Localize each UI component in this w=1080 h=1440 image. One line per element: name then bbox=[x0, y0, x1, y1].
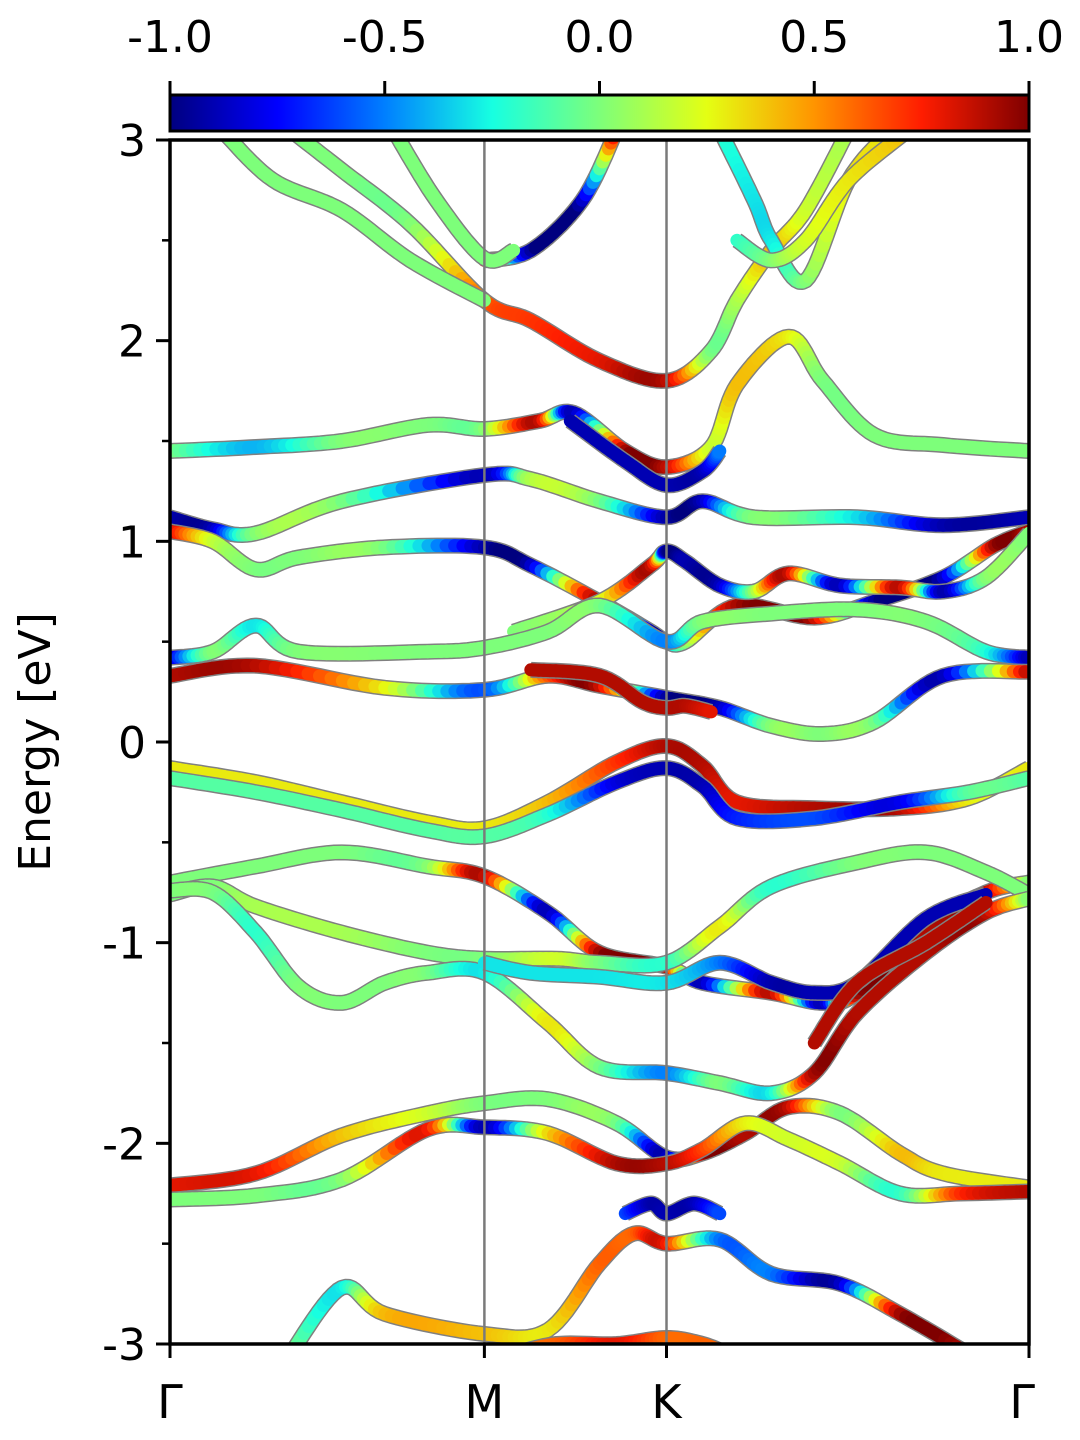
band-segment bbox=[710, 1341, 722, 1344]
band-20 bbox=[477, 886, 993, 1001]
band-segment bbox=[877, 140, 891, 145]
x-tick-label: M bbox=[465, 1375, 505, 1429]
band-segment bbox=[289, 1339, 303, 1344]
colorbar-tick-label: -1.0 bbox=[127, 12, 213, 63]
colorbar-ticks: -1.0 -0.5 0.0 0.5 1.0 bbox=[127, 12, 1064, 95]
band-segment bbox=[704, 1340, 719, 1344]
y-tick-label: 1 bbox=[118, 517, 146, 568]
band-segment bbox=[722, 1351, 724, 1352]
band-26 bbox=[618, 1195, 727, 1222]
band-segment bbox=[391, 140, 405, 145]
colorbar-gradient bbox=[168, 93, 1031, 133]
band-1 bbox=[170, 328, 1029, 476]
band-6 bbox=[390, 140, 521, 269]
colorbar-tick-label: 1.0 bbox=[994, 12, 1064, 63]
band-4 bbox=[290, 140, 853, 389]
band-segment bbox=[719, 1343, 721, 1344]
band-segment bbox=[290, 1351, 293, 1355]
y-tick-label: 3 bbox=[118, 116, 146, 167]
x-tick-label: Γ bbox=[157, 1375, 183, 1429]
x-tick-label: K bbox=[651, 1375, 683, 1429]
y-tick-label: 2 bbox=[118, 317, 146, 368]
y-axis-label: Energy [eV] bbox=[10, 612, 61, 872]
band-segment bbox=[976, 896, 993, 911]
band-segment bbox=[950, 1340, 965, 1344]
band-14 bbox=[524, 661, 718, 720]
band-16 bbox=[170, 760, 1029, 846]
band-segment bbox=[533, 1339, 550, 1344]
band-22 bbox=[170, 1090, 1029, 1196]
y-axis-ticks: -3 -2 -1 0 1 2 3 bbox=[102, 116, 170, 1371]
band-9 bbox=[170, 465, 1029, 543]
band-segment bbox=[222, 140, 232, 143]
band-segment bbox=[518, 1352, 521, 1353]
band-segment bbox=[292, 140, 305, 144]
y-tick-label: -3 bbox=[102, 1320, 146, 1371]
band-segment bbox=[717, 140, 730, 145]
band-segment bbox=[525, 1342, 536, 1344]
colorbar-tick-label: 0.5 bbox=[779, 12, 849, 63]
band-segment bbox=[726, 1353, 727, 1354]
band-25 bbox=[514, 1330, 728, 1355]
band-8 bbox=[730, 140, 910, 269]
band-segment bbox=[897, 140, 907, 142]
band-24 bbox=[287, 1225, 969, 1355]
bands bbox=[170, 140, 1029, 1355]
band-5 bbox=[220, 140, 491, 308]
band-segment bbox=[712, 1206, 727, 1221]
colorbar-tick-label: -0.5 bbox=[342, 12, 428, 63]
band-segment bbox=[530, 1340, 546, 1344]
y-tick-label: 0 bbox=[118, 718, 146, 769]
band-segment bbox=[976, 888, 993, 902]
band-21 bbox=[807, 895, 993, 1050]
band-segment bbox=[966, 1352, 969, 1354]
colorbar-tick-label: 0.0 bbox=[565, 12, 635, 63]
band-segment bbox=[883, 140, 891, 142]
band-segment bbox=[505, 243, 521, 258]
band-segment bbox=[714, 1342, 722, 1344]
band-12 bbox=[170, 597, 1029, 666]
band-segment bbox=[516, 1353, 519, 1354]
colorbar bbox=[168, 93, 1031, 133]
band-segment bbox=[527, 1341, 541, 1344]
band-segment bbox=[525, 1343, 530, 1344]
x-tick-label: Γ bbox=[1009, 1375, 1035, 1429]
high-symmetry-lines bbox=[483, 140, 668, 1344]
y-tick-label: -1 bbox=[102, 919, 146, 970]
band-segment bbox=[891, 140, 907, 146]
band-segment bbox=[958, 1343, 965, 1344]
band-segment bbox=[514, 1354, 516, 1355]
band-segment bbox=[712, 444, 727, 459]
band-segment bbox=[607, 140, 620, 145]
band-segment bbox=[724, 1352, 726, 1353]
band-3 bbox=[477, 140, 621, 269]
band-segment bbox=[727, 1354, 728, 1355]
band-segment bbox=[521, 1351, 524, 1352]
band-segment bbox=[707, 1340, 721, 1344]
band-19 bbox=[170, 880, 1029, 1102]
y-tick-label: -2 bbox=[102, 1119, 146, 1170]
